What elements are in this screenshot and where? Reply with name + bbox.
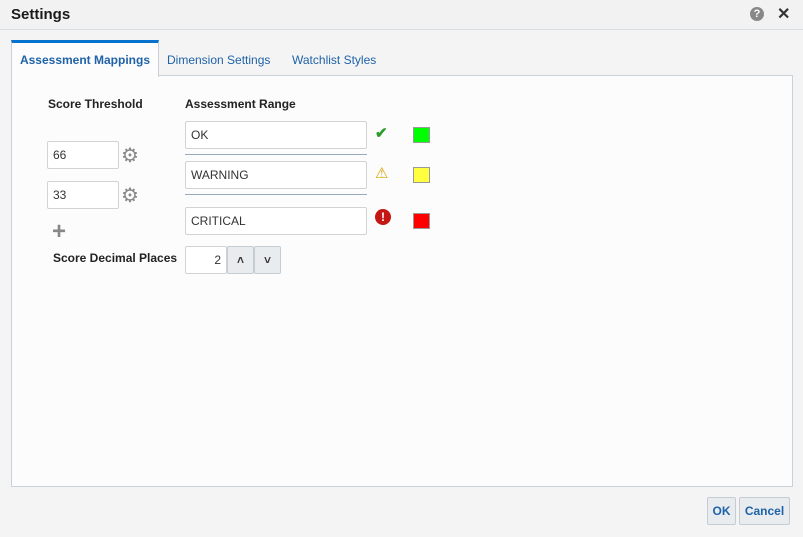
range-input-ok[interactable]: OK <box>185 121 367 149</box>
decimal-places-input[interactable]: 2 <box>185 246 227 274</box>
tab-panel <box>11 75 793 487</box>
close-icon[interactable]: ✕ <box>777 6 791 23</box>
range-input-warning[interactable]: WARNING <box>185 161 367 189</box>
gear-icon[interactable]: ⚙ <box>121 145 139 167</box>
divider <box>185 194 367 195</box>
increment-button[interactable]: ˄ <box>227 246 254 274</box>
dialog-title: Settings <box>11 6 71 23</box>
divider <box>185 154 367 155</box>
ok-button[interactable]: OK <box>707 497 736 525</box>
check-icon: ✔ <box>375 125 388 142</box>
help-icon[interactable]: ? <box>750 7 764 21</box>
decrement-button[interactable]: ˅ <box>254 246 281 274</box>
threshold-input-1[interactable]: 66 <box>47 141 119 169</box>
decimal-places-label: Score Decimal Places <box>53 251 178 265</box>
tab-assessment-mappings[interactable]: Assessment Mappings <box>11 40 159 77</box>
warning-icon: ⚠ <box>375 165 389 182</box>
tab-dimension-settings[interactable]: Dimension Settings <box>167 53 271 67</box>
assessment-range-label: Assessment Range <box>185 97 296 111</box>
threshold-input-2[interactable]: 33 <box>47 181 119 209</box>
add-threshold-icon[interactable]: + <box>52 218 67 245</box>
color-swatch-critical[interactable] <box>413 213 430 229</box>
score-threshold-label: Score Threshold <box>48 97 143 111</box>
color-swatch-warning[interactable] <box>413 167 430 183</box>
color-swatch-ok[interactable] <box>413 127 430 143</box>
cancel-button[interactable]: Cancel <box>739 497 790 525</box>
tab-watchlist-styles[interactable]: Watchlist Styles <box>292 53 377 67</box>
range-input-critical[interactable]: CRITICAL <box>185 207 367 235</box>
error-icon: ! <box>375 209 391 225</box>
gear-icon[interactable]: ⚙ <box>121 185 139 207</box>
dialog-header: Settings ? ✕ <box>0 0 803 30</box>
